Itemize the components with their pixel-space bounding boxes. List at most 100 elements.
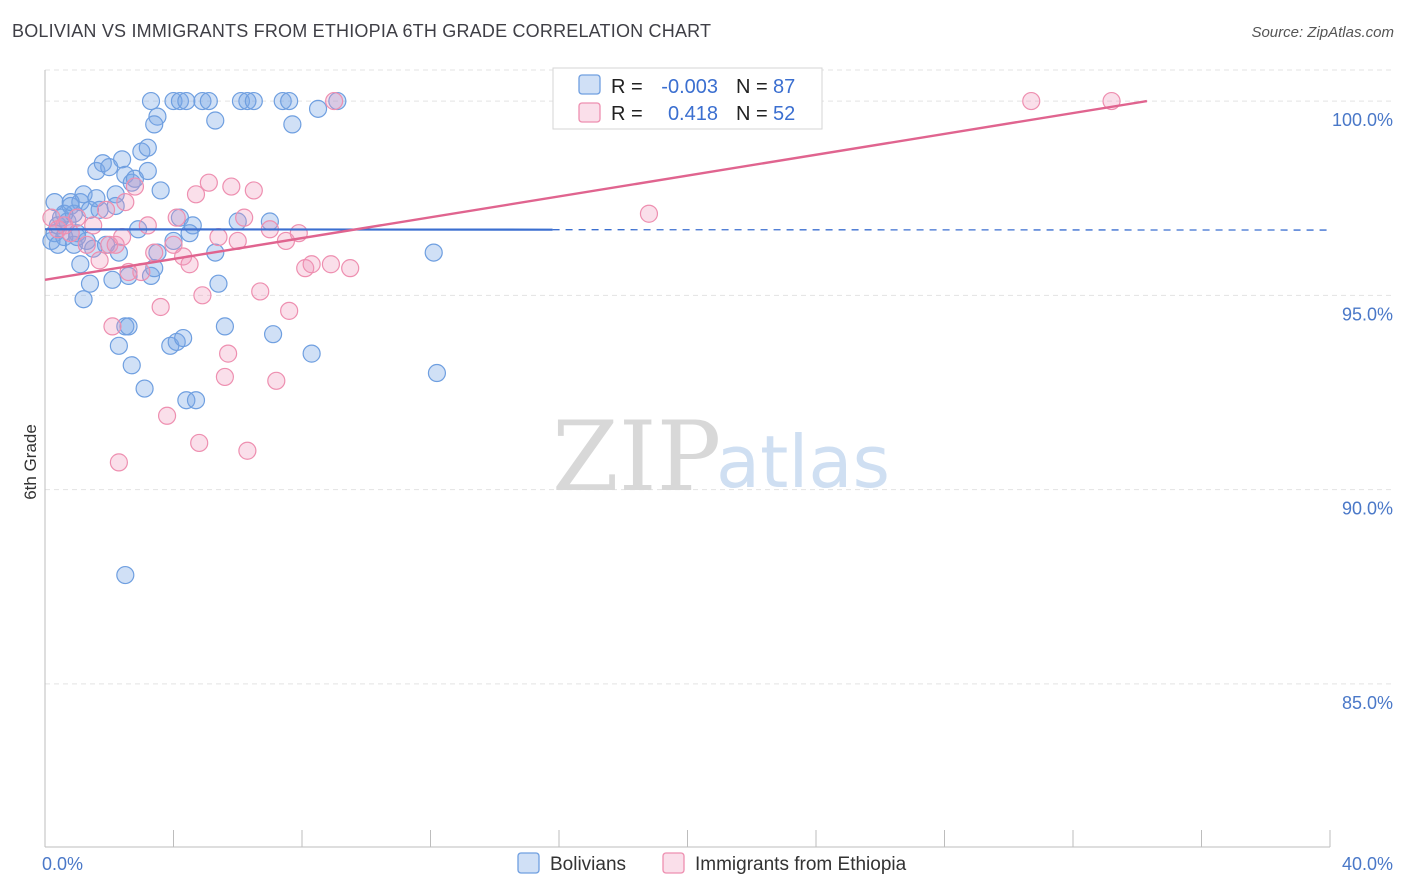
y-tick-label: 100.0% — [1332, 110, 1393, 130]
point-ethiopia — [151, 297, 170, 317]
point-bolivians — [308, 99, 328, 118]
point-ethiopia — [199, 173, 218, 192]
watermark-zip: ZIP — [552, 401, 721, 513]
point-bolivians — [119, 317, 138, 336]
trend-lines — [44, 99, 1331, 281]
point-bolivians — [427, 363, 447, 383]
point-bolivians — [280, 91, 299, 111]
point-bolivians — [186, 391, 206, 410]
point-ethiopia — [219, 344, 238, 363]
point-bolivians — [177, 91, 196, 111]
point-ethiopia — [77, 235, 96, 254]
trend-line-ethiopia — [44, 99, 1148, 281]
point-bolivians — [45, 192, 64, 212]
y-tick-label: 85.0% — [1342, 693, 1393, 713]
point-bolivians — [109, 336, 128, 355]
point-bolivians — [209, 274, 228, 293]
point-bolivians — [244, 91, 263, 111]
point-bolivians — [174, 328, 193, 348]
point-ethiopia — [138, 216, 157, 235]
point-bolivians — [135, 379, 154, 398]
point-bolivians — [71, 255, 90, 274]
point-ethiopia — [190, 433, 209, 453]
point-ethiopia — [280, 301, 299, 320]
point-bolivians — [424, 243, 443, 262]
y-tick-label: 90.0% — [1342, 499, 1393, 519]
point-bolivians — [302, 344, 321, 363]
point-ethiopia — [90, 251, 109, 270]
point-ethiopia — [209, 227, 228, 247]
point-ethiopia — [84, 216, 103, 235]
point-bolivians — [138, 161, 157, 181]
legend-r-label-2: R = — [611, 103, 643, 125]
legend-r-value-1: -0.003 — [661, 76, 718, 98]
point-ethiopia — [341, 259, 360, 278]
point-bolivians — [180, 224, 199, 243]
point-ethiopia — [61, 224, 80, 243]
point-bolivians — [106, 196, 125, 216]
point-bolivians — [273, 91, 292, 111]
point-bolivians — [263, 325, 283, 344]
grid-lines — [45, 69, 1393, 685]
point-bolivians — [87, 189, 106, 208]
bottom-legend-swatch-blue — [517, 852, 540, 874]
legend-r-label-1: R = — [611, 76, 643, 98]
chart-title: BOLIVIAN VS IMMIGRANTS FROM ETHIOPIA 6TH… — [12, 21, 712, 41]
point-bolivians — [164, 91, 183, 111]
point-ethiopia — [267, 371, 286, 390]
chart-source: Source: ZipAtlas.com — [1251, 24, 1394, 41]
point-ethiopia — [103, 317, 122, 336]
point-ethiopia — [186, 185, 206, 204]
bottom-legend-label-bolivians: Bolivians — [550, 854, 626, 875]
point-bolivians — [199, 91, 218, 111]
point-bolivians — [122, 356, 141, 375]
series-ethiopia-points — [42, 91, 1121, 472]
point-ethiopia — [164, 235, 183, 254]
point-bolivians — [80, 274, 100, 293]
point-ethiopia — [244, 181, 263, 200]
point-ethiopia — [109, 453, 128, 472]
point-ethiopia — [157, 406, 177, 425]
legend-r-value-2: 0.418 — [668, 103, 718, 125]
point-bolivians — [215, 317, 234, 336]
legend-n-label-2: N = — [736, 103, 768, 125]
point-ethiopia — [112, 227, 132, 247]
series-bolivians-points — [42, 91, 447, 585]
x-tick-label-max: 40.0% — [1342, 854, 1393, 874]
legend-swatch-pink — [578, 102, 601, 123]
point-ethiopia — [167, 208, 186, 227]
point-bolivians — [283, 115, 302, 134]
bottom-legend-swatch-pink — [662, 852, 685, 874]
point-ethiopia — [145, 243, 164, 262]
point-bolivians — [103, 270, 122, 289]
legend-box — [552, 67, 823, 130]
point-bolivians — [206, 111, 225, 130]
point-ethiopia — [193, 286, 212, 305]
legend-n-value-2: 52 — [773, 103, 795, 125]
point-bolivians — [170, 91, 190, 111]
watermark-atlas: atlas — [716, 420, 890, 504]
correlation-legend: R = -0.003 N = 87 R = 0.418 N = 52 — [552, 67, 823, 130]
x-tick-label-min: 0.0% — [42, 854, 83, 874]
point-bolivians — [141, 91, 161, 111]
point-ethiopia — [235, 208, 254, 227]
point-ethiopia — [302, 255, 321, 274]
point-ethiopia — [68, 208, 87, 227]
point-ethiopia — [125, 177, 145, 196]
y-tick-labels: 85.0% 90.0% 95.0% 100.0% — [1332, 110, 1393, 713]
point-bolivians — [61, 192, 80, 212]
y-axis-label: 6th Grade — [21, 424, 40, 500]
point-bolivians — [48, 235, 67, 254]
point-bolivians — [193, 91, 212, 111]
point-bolivians — [74, 290, 93, 309]
bottom-legend-label-ethiopia: Immigrants from Ethiopia — [695, 854, 907, 875]
point-ethiopia — [116, 192, 135, 212]
point-ethiopia — [321, 255, 341, 274]
point-ethiopia — [1022, 91, 1041, 111]
series-legend: Bolivians Immigrants from Ethiopia — [517, 852, 907, 875]
legend-n-value-1: 87 — [773, 76, 795, 98]
point-bolivians — [138, 138, 157, 157]
point-ethiopia — [251, 282, 270, 301]
point-bolivians — [164, 231, 183, 251]
